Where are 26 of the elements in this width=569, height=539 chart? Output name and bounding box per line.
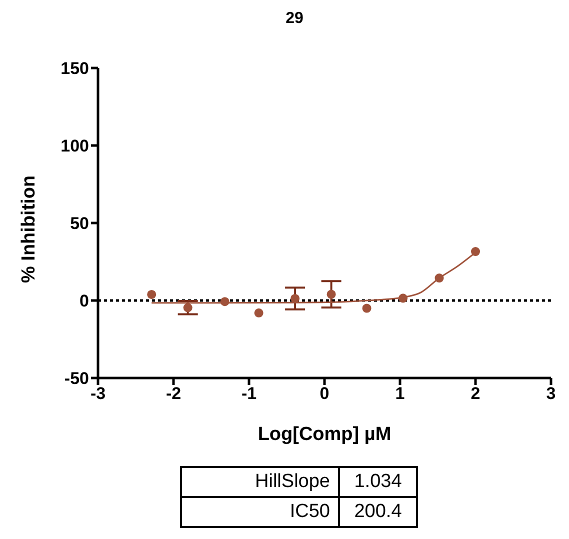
chart-title: 29 [284,9,304,29]
x-tick-label: 3 [546,384,556,404]
parameter-table: HillSlope 1.034 IC50 200.4 [180,466,418,528]
point [254,308,264,318]
x-axis-title: Log[Comp] µM [258,424,392,445]
point [398,294,408,303]
y-tick-label: 150 [60,59,89,78]
point [220,297,230,306]
point [362,304,372,313]
y-tick-label: 0 [80,292,89,311]
point [326,290,336,299]
y-tick-label: -50 [64,369,89,388]
y-tick-label: 100 [60,136,89,156]
point [470,247,480,256]
x-tick-label: 1 [395,384,405,404]
y-tick-label: 50 [70,214,89,234]
x-tick-label: -2 [166,384,182,404]
point [434,274,444,283]
point [183,303,192,312]
x-tick-label: 2 [470,384,480,404]
point [147,290,156,299]
x-tick-label: -3 [90,384,106,404]
y-axis-title: % Inhibition [18,175,40,283]
x-tick-label: 0 [320,384,330,404]
x-tick-label: -1 [241,384,257,404]
point [290,294,300,303]
